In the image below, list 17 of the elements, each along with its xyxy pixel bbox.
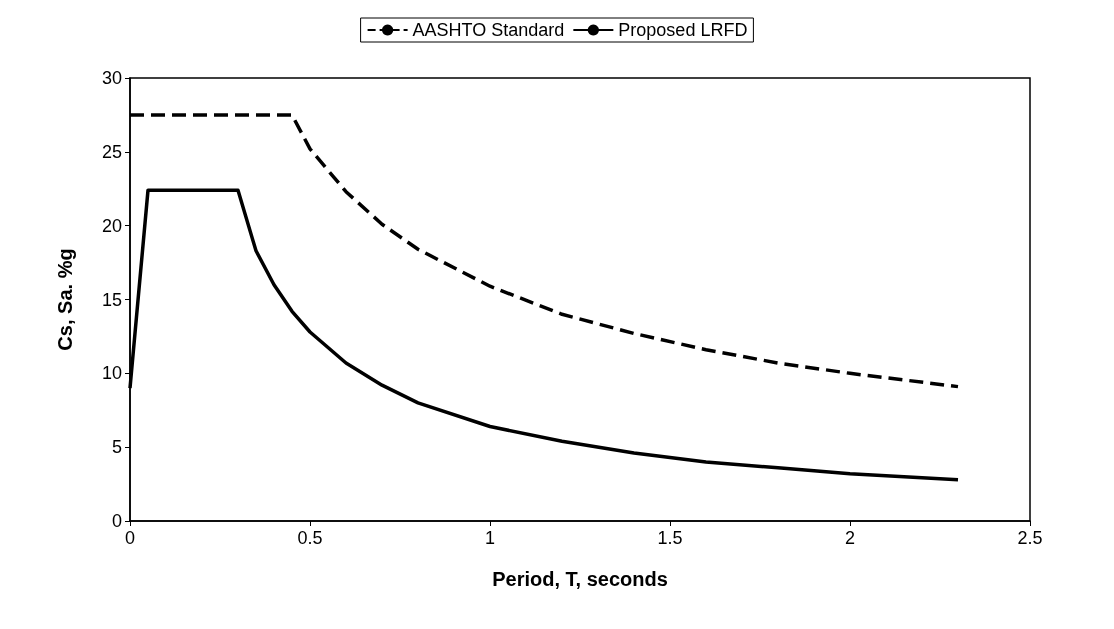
x-tick-label: 0.5 (297, 528, 323, 548)
y-tick-label: 20 (101, 215, 122, 236)
legend-label: AASHTO Standard (412, 20, 565, 40)
y-tick-label: 25 (101, 141, 122, 162)
y-axis-title: Cs, Sa. %g (54, 248, 76, 351)
legend-label: Proposed LRFD (618, 20, 748, 40)
x-tick-label: 0 (124, 528, 136, 548)
x-tick-label: 1.5 (657, 528, 683, 548)
y-tick-label: 15 (101, 289, 122, 310)
y-tick-label: 0 (111, 511, 122, 531)
x-tick-label: 2.5 (1017, 528, 1043, 548)
y-tick-label: 5 (111, 437, 122, 458)
x-tick-label: 2 (844, 528, 856, 548)
x-axis-title: Period, T, seconds (492, 568, 668, 590)
y-tick-label: 30 (101, 68, 122, 88)
x-tick-label: 1 (484, 528, 496, 548)
y-tick-label: 10 (101, 363, 122, 384)
